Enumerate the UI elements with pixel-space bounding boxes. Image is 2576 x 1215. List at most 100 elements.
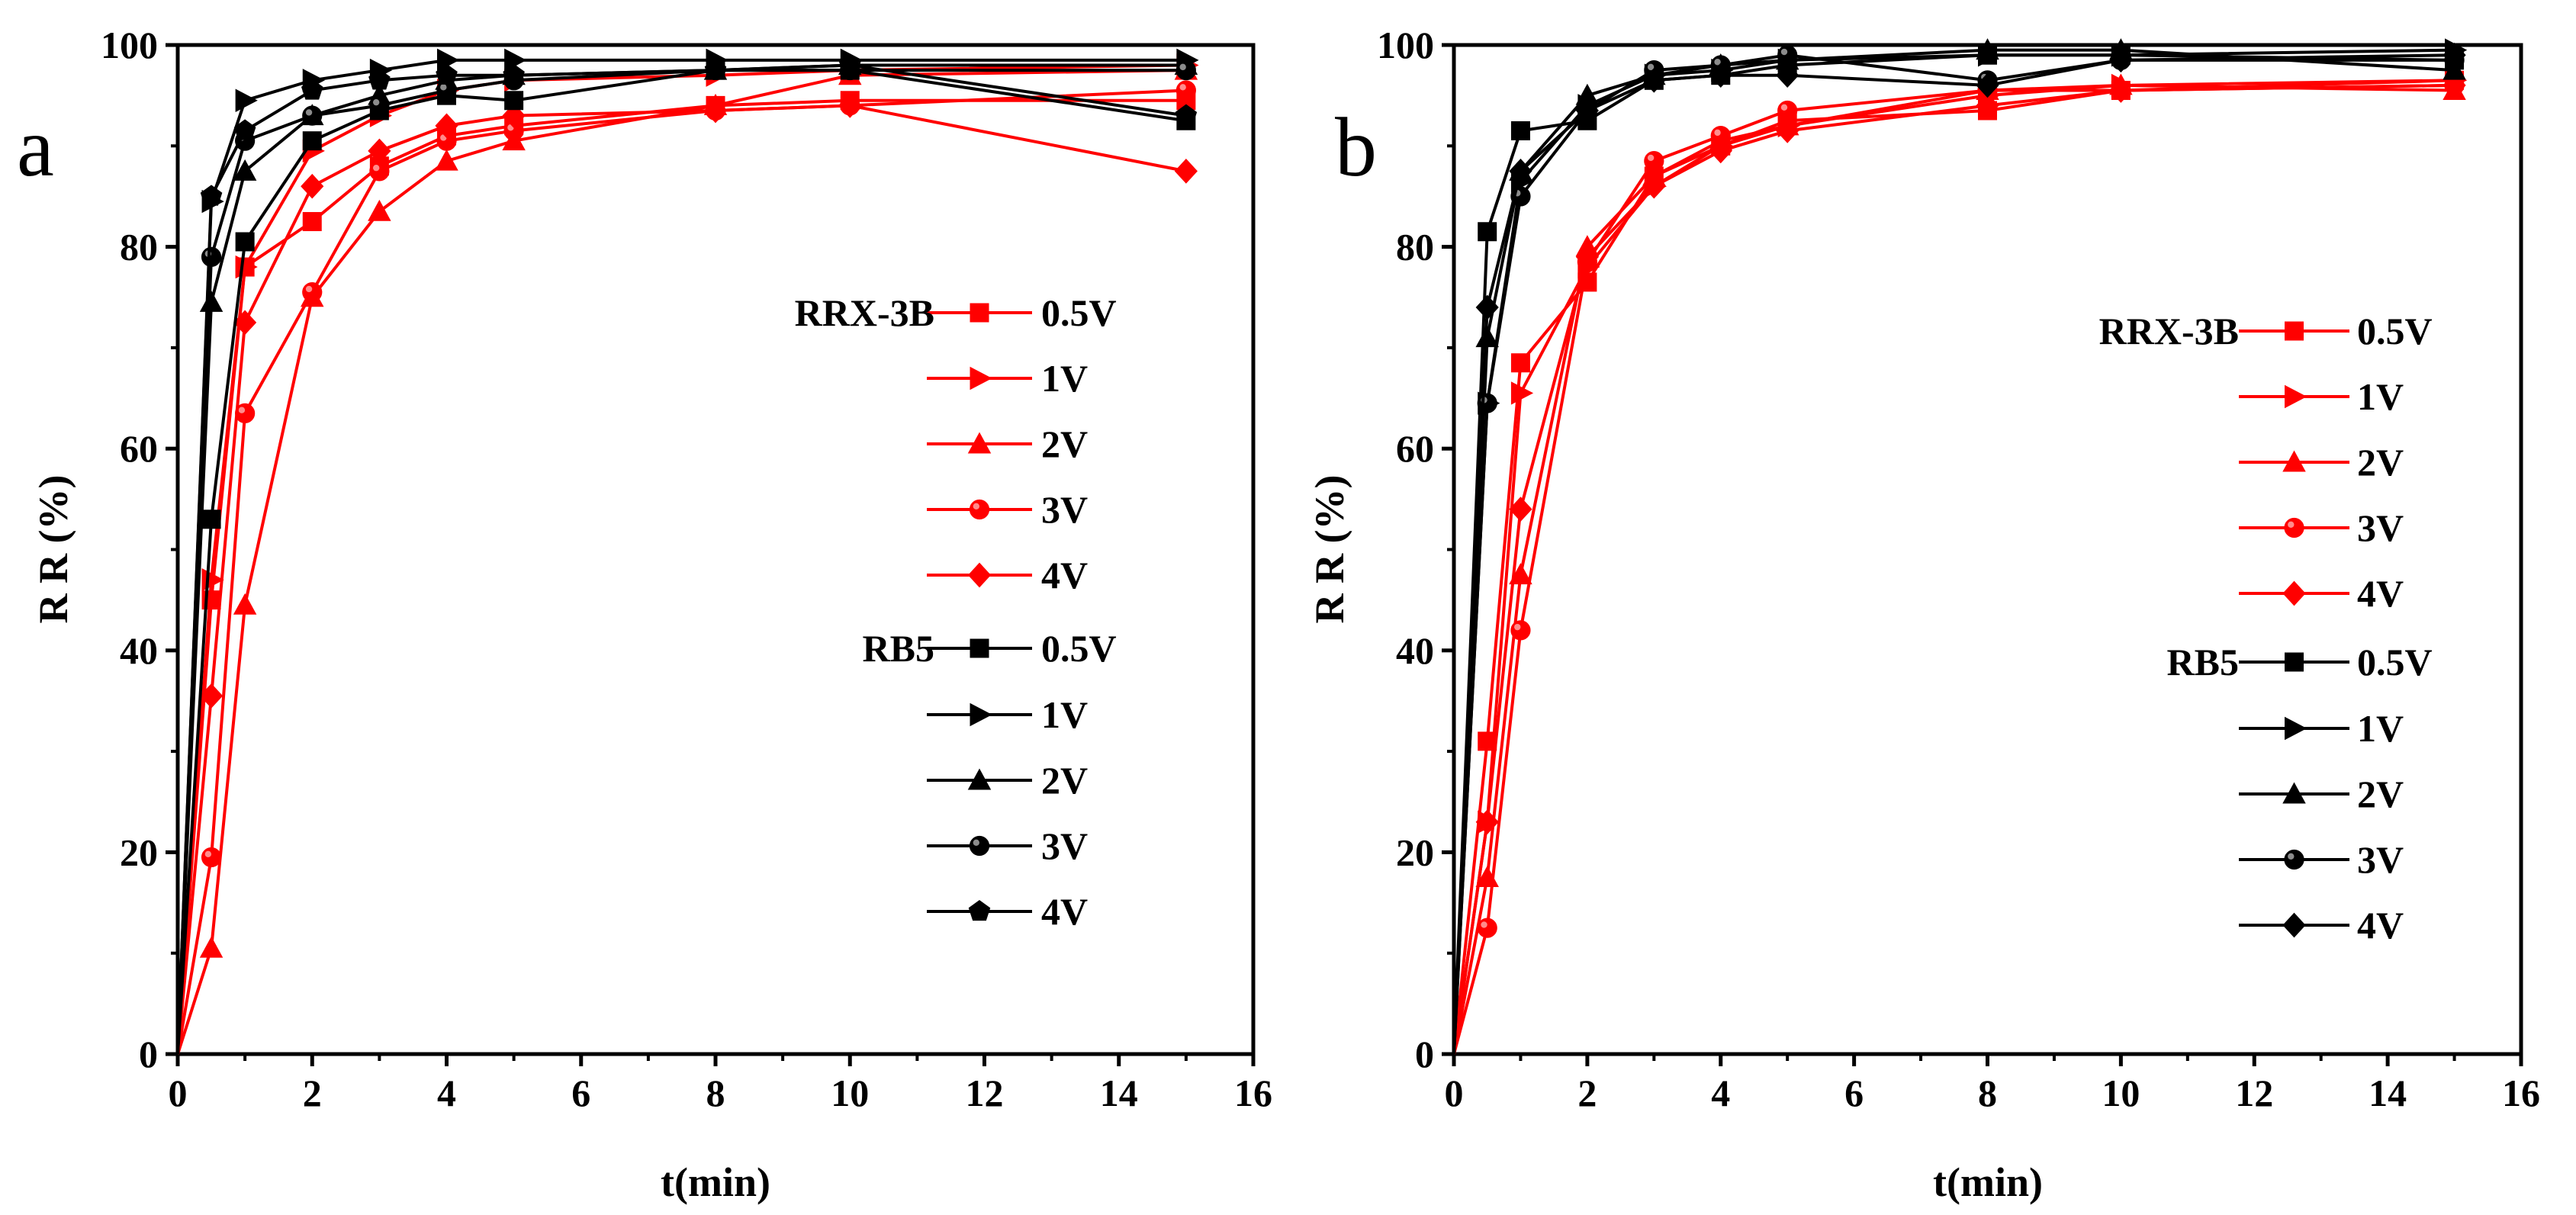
x-tick-label: 2: [1577, 1072, 1597, 1114]
legend-entry-label: 3V: [1041, 488, 1088, 531]
legend-entry-label: 2V: [2357, 773, 2404, 815]
data-point: [1510, 353, 1530, 373]
marker-highlight: [973, 503, 980, 509]
data-point: [2443, 42, 2466, 68]
legend-marker: [970, 702, 992, 727]
data-point: [199, 290, 224, 312]
data-point: [201, 246, 222, 267]
legend-group-label: RB5: [863, 627, 934, 670]
series-rb5-4v: [1452, 42, 2466, 1055]
legend: 0.5V 1V 2V 3V 4V 0.5V 1V 2V 3V 4V RRX-3B RB5: [2099, 310, 2433, 947]
data-point: [435, 113, 458, 139]
marker-highlight: [1780, 48, 1788, 56]
marker-highlight: [372, 164, 380, 172]
x-tick-label: 4: [437, 1072, 456, 1114]
x-tick-label: 14: [2369, 1072, 2407, 1114]
data-point: [1776, 63, 1799, 88]
x-tick-label: 6: [571, 1072, 590, 1114]
data-point: [1575, 98, 1599, 124]
legend-entry-label: 1V: [2357, 375, 2404, 418]
legend-entry-label: 1V: [1041, 693, 1088, 736]
data-point: [504, 91, 524, 111]
data-point: [201, 509, 221, 529]
x-tick-label: 6: [1844, 1072, 1864, 1114]
data-point: [200, 185, 223, 206]
data-point: [1475, 809, 1499, 835]
series-line: [1452, 48, 2455, 1055]
x-tick-label: 14: [1100, 1072, 1138, 1114]
data-point: [368, 69, 391, 90]
y-tick-label: 100: [1377, 24, 1434, 66]
data-point: [235, 88, 258, 112]
x-tick-label: 2: [303, 1072, 322, 1114]
data-point: [1776, 118, 1799, 143]
marker-highlight: [1179, 63, 1186, 71]
data-point: [838, 93, 862, 118]
x-tick-label: 12: [966, 1072, 1004, 1114]
legend-marker: [2285, 321, 2304, 341]
series-line: [1452, 79, 2455, 1055]
legend-group-label: RRX-3B: [795, 291, 934, 334]
data-point: [838, 53, 861, 75]
data-point: [368, 138, 391, 164]
legend-marker: [2282, 912, 2306, 938]
data-point: [199, 936, 224, 958]
x-tick-label: 4: [1711, 1072, 1730, 1114]
legend-entry-label: 2V: [1041, 423, 1088, 465]
legend-marker: [967, 768, 992, 790]
series-line: [176, 69, 1187, 1055]
series-rb5-3v: [1452, 45, 2465, 1055]
data-point: [503, 63, 525, 85]
series-line: [176, 58, 1186, 1055]
data-point: [368, 199, 391, 221]
legend-marker: [2285, 384, 2307, 409]
data-point: [1509, 497, 1532, 522]
series-rb5-4v: [176, 53, 1198, 1055]
x-tick-label: 8: [1978, 1072, 1997, 1114]
x-tick-label: 10: [2102, 1072, 2140, 1114]
data-point: [1709, 63, 1732, 88]
x-tick-label: 8: [706, 1072, 725, 1114]
series-line: [176, 104, 1187, 1055]
data-point: [233, 593, 257, 615]
x-tick-label: 16: [2502, 1072, 2540, 1114]
legend-marker: [2285, 652, 2304, 672]
legend-entry-label: 3V: [2357, 838, 2404, 881]
x-axis-title: t(min): [1933, 1159, 2043, 1205]
series-line: [1452, 83, 2455, 1055]
series-line: [176, 63, 1186, 1055]
y-tick-label: 0: [139, 1033, 158, 1075]
data-point: [235, 232, 255, 252]
legend-entry-label: 0.5V: [2357, 641, 2433, 683]
x-tick-label: 10: [831, 1072, 869, 1114]
y-tick-label: 0: [1415, 1033, 1434, 1075]
series-line: [176, 88, 1186, 1055]
data-point: [1777, 100, 1798, 121]
series-line: [1452, 48, 2455, 1055]
series-rrx-3b-0.5v: [1452, 70, 2465, 1055]
legend-entry-label: 4V: [2357, 904, 2404, 947]
legend-marker: [968, 899, 991, 921]
legend-group-label: RB5: [2167, 641, 2239, 683]
series-line: [1452, 79, 2455, 1055]
data-point: [301, 79, 323, 100]
data-point: [302, 105, 323, 126]
marker-highlight: [1780, 104, 1788, 111]
y-tick-label: 20: [120, 831, 158, 873]
marker-highlight: [1179, 84, 1186, 91]
x-axis-title: t(min): [661, 1159, 770, 1205]
legend-entry-label: 2V: [1041, 759, 1088, 802]
legend-marker: [967, 562, 992, 588]
y-tick-label: 80: [120, 226, 158, 268]
legend-entry-label: 3V: [1041, 824, 1088, 867]
data-point: [233, 119, 256, 140]
chart-panel-b: 0 2 4 6 8 10 12 14 16 0 20 40 60 80 100 t(min) R R (%) b 0…: [1307, 24, 2540, 1205]
data-point: [1175, 59, 1196, 81]
data-point: [233, 159, 257, 181]
data-point: [302, 212, 322, 232]
data-point: [1777, 45, 1798, 66]
data-point: [1477, 393, 1497, 413]
x-tick-label: 0: [169, 1072, 188, 1114]
legend-marker: [970, 638, 989, 658]
